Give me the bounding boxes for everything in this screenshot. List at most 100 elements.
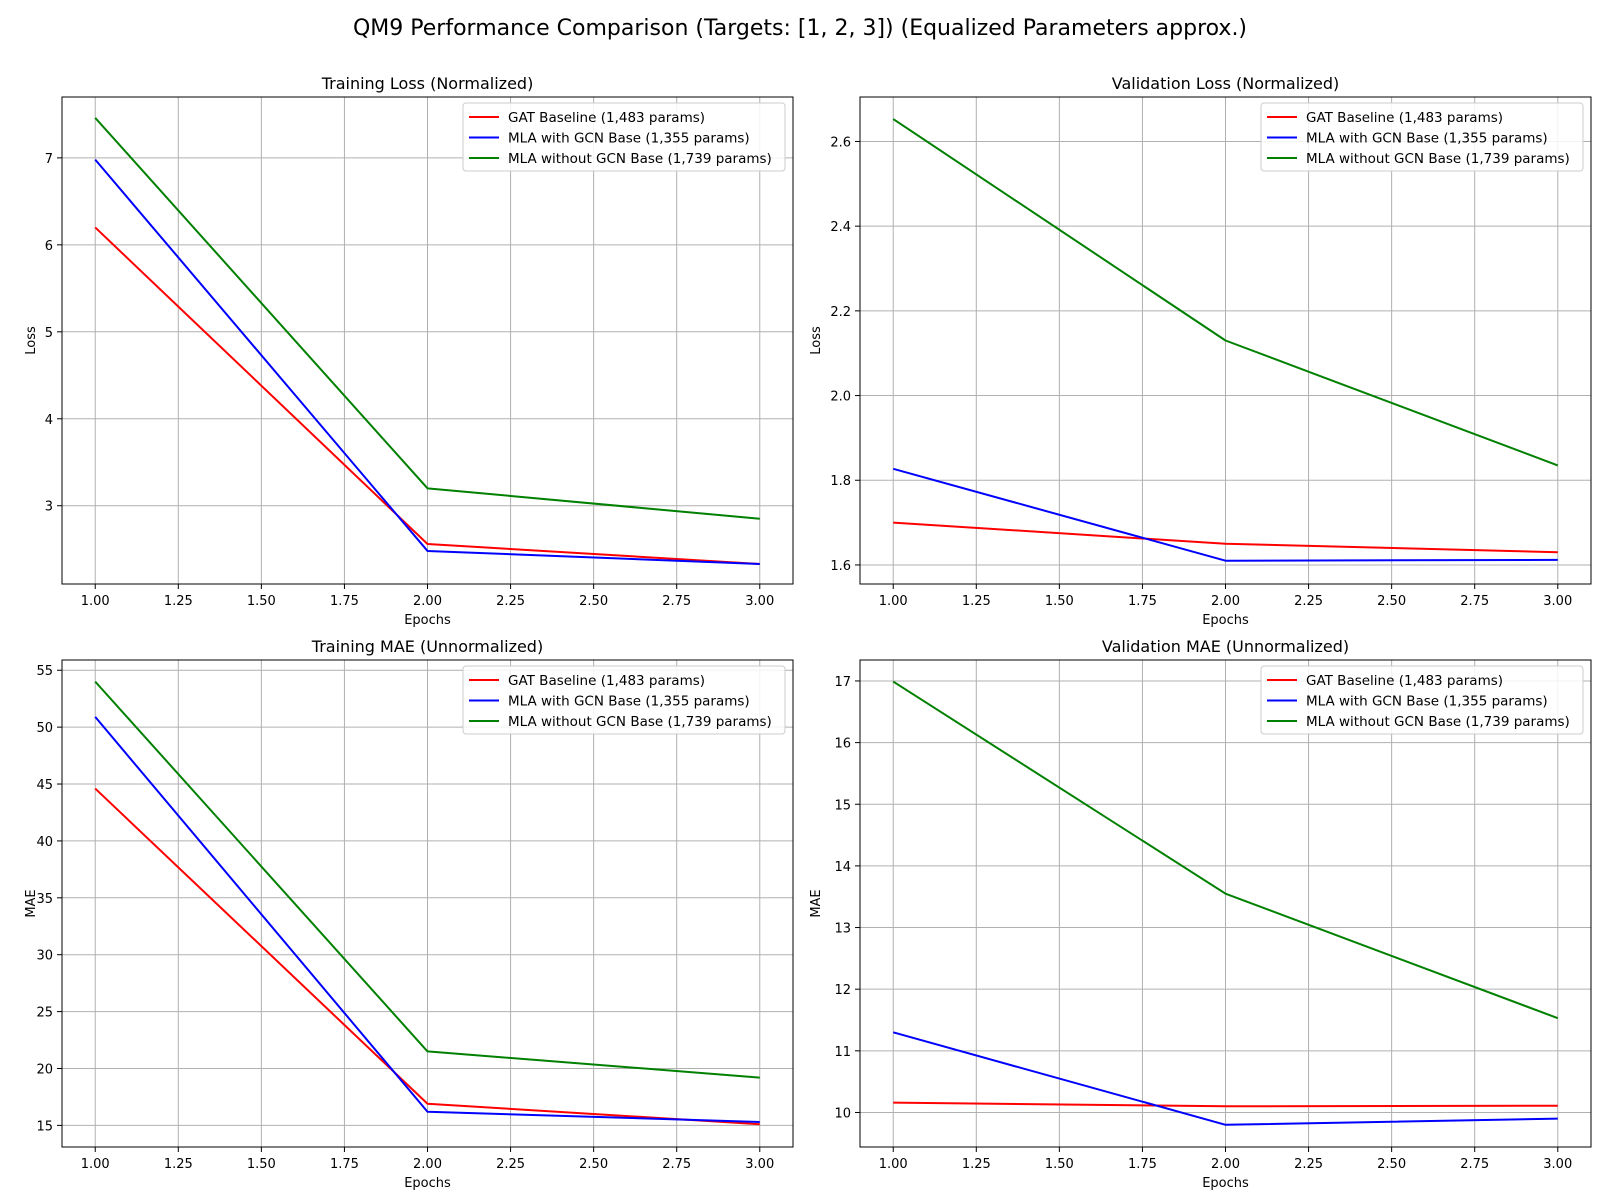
legend-label: MLA without GCN Base (1,739 params) [508,151,772,167]
series-line [892,118,1559,467]
y-tick-label: 2.0 [830,390,851,405]
legend-label: MLA without GCN Base (1,739 params) [1306,714,1570,730]
y-tick-label: 25 [36,1006,53,1021]
y-tick-label: 12 [834,983,851,998]
x-tick-label: 1.00 [81,594,110,609]
x-tick-label: 1.25 [164,594,193,609]
x-tick-label: 2.50 [579,594,608,609]
legend-label: GAT Baseline (1,483 params) [1306,110,1503,126]
legend-box [462,102,786,172]
x-tick-label: 1.50 [1045,1157,1074,1172]
y-tick-label: 50 [36,721,53,736]
x-tick-label: 2.00 [413,594,442,609]
series-line [94,787,760,1126]
x-tick-label: 2.50 [579,1157,608,1172]
legend-box [1260,102,1584,172]
x-tick-label: 2.25 [1294,1157,1323,1172]
y-tick-label: 40 [36,835,53,850]
y-tick-label: 7 [45,152,53,167]
series-line [94,117,760,520]
x-tick-label: 2.25 [496,594,525,609]
x-tick-label: 2.75 [1460,594,1489,609]
y-tick-label: 2.2 [830,305,851,320]
legend-label: MLA without GCN Base (1,739 params) [508,714,772,730]
legend-label: MLA with GCN Base (1,355 params) [508,694,750,710]
x-tick-label: 2.75 [662,1157,691,1172]
legend-label: GAT Baseline (1,483 params) [508,110,705,126]
x-tick-label: 2.75 [1460,1157,1489,1172]
y-axis-label: Loss [809,326,824,355]
series-line [892,467,1558,562]
x-tick-label: 1.25 [962,594,991,609]
x-axis-label: Epochs [1202,1176,1249,1191]
series-line [94,716,760,1123]
y-tick-label: 14 [834,860,851,875]
legend-label: MLA with GCN Base (1,355 params) [508,131,750,147]
x-tick-label: 2.75 [662,594,691,609]
x-tick-label: 2.50 [1377,1157,1406,1172]
x-axis-label: Epochs [404,613,451,628]
legend-box [462,665,786,735]
legend-box [1260,665,1584,735]
y-tick-label: 17 [834,675,851,690]
x-tick-label: 1.25 [962,1157,991,1172]
x-tick-label: 1.00 [879,594,908,609]
x-tick-label: 1.75 [330,594,359,609]
x-tick-label: 2.25 [496,1157,525,1172]
y-tick-label: 3 [45,500,53,515]
x-tick-label: 1.25 [164,1157,193,1172]
series-line [893,521,1558,554]
chart-title: Validation Loss (Normalized) [1112,74,1340,93]
y-axis-label: MAE [24,889,39,917]
chart-title: Validation MAE (Unnormalized) [1102,637,1349,656]
y-tick-label: 5 [45,326,53,341]
x-tick-label: 1.75 [330,1157,359,1172]
series-line [94,158,760,565]
legend: GAT Baseline (1,483 params) MLA with GCN … [462,102,786,172]
y-tick-label: 6 [45,239,53,254]
chart-panel-2: 1.00 1.25 1.50 1.75 2.00 2.25 2.50 2.75 3.00 1.6 1… [809,74,1592,628]
y-tick-label: 10 [834,1106,851,1121]
legend-label: GAT Baseline (1,483 params) [1306,673,1503,689]
y-tick-label: 1.8 [830,474,851,489]
y-tick-label: 2.4 [830,220,851,235]
legend-label: GAT Baseline (1,483 params) [508,673,705,689]
y-tick-label: 13 [834,922,851,937]
chart-panel-4: 1.00 1.25 1.50 1.75 2.00 2.25 2.50 2.75 3.00 10 11… [809,637,1592,1191]
chart-title: Training Loss (Normalized) [321,74,534,93]
y-tick-label: 55 [36,664,53,679]
y-tick-label: 2.6 [830,135,851,150]
series-line [892,1031,1558,1126]
series-line [94,680,760,1079]
x-tick-label: 2.00 [1211,1157,1240,1172]
x-tick-label: 2.25 [1294,594,1323,609]
y-tick-label: 4 [45,413,53,428]
x-tick-label: 3.00 [1543,1157,1572,1172]
x-tick-label: 1.50 [1045,594,1074,609]
x-tick-label: 3.00 [745,1157,774,1172]
chart-panel-3: 1.00 1.25 1.50 1.75 2.00 2.25 2.50 2.75 3.00 15 20… [24,637,794,1191]
x-tick-label: 2.50 [1377,594,1406,609]
x-axis-label: Epochs [404,1176,451,1191]
series-line [892,680,1559,1020]
x-tick-label: 1.50 [247,1157,276,1172]
series-line [94,226,760,565]
y-tick-label: 20 [36,1062,53,1077]
x-tick-label: 1.00 [81,1157,110,1172]
legend: GAT Baseline (1,483 params) MLA with GCN … [462,665,786,735]
x-tick-label: 2.00 [413,1157,442,1172]
legend-label: MLA without GCN Base (1,739 params) [1306,151,1570,167]
y-tick-label: 16 [834,737,851,752]
legend: GAT Baseline (1,483 params) MLA with GCN … [1260,665,1584,735]
y-tick-label: 15 [36,1119,53,1134]
y-tick-label: 35 [36,892,53,907]
x-tick-label: 1.75 [1128,594,1157,609]
x-tick-label: 3.00 [745,594,774,609]
y-tick-label: 30 [36,949,53,964]
x-axis-label: Epochs [1202,613,1249,628]
x-tick-label: 1.75 [1128,1157,1157,1172]
figure-title: QM9 Performance Comparison (Targets: [1,… [352,16,1248,41]
series-line [893,1101,1558,1108]
